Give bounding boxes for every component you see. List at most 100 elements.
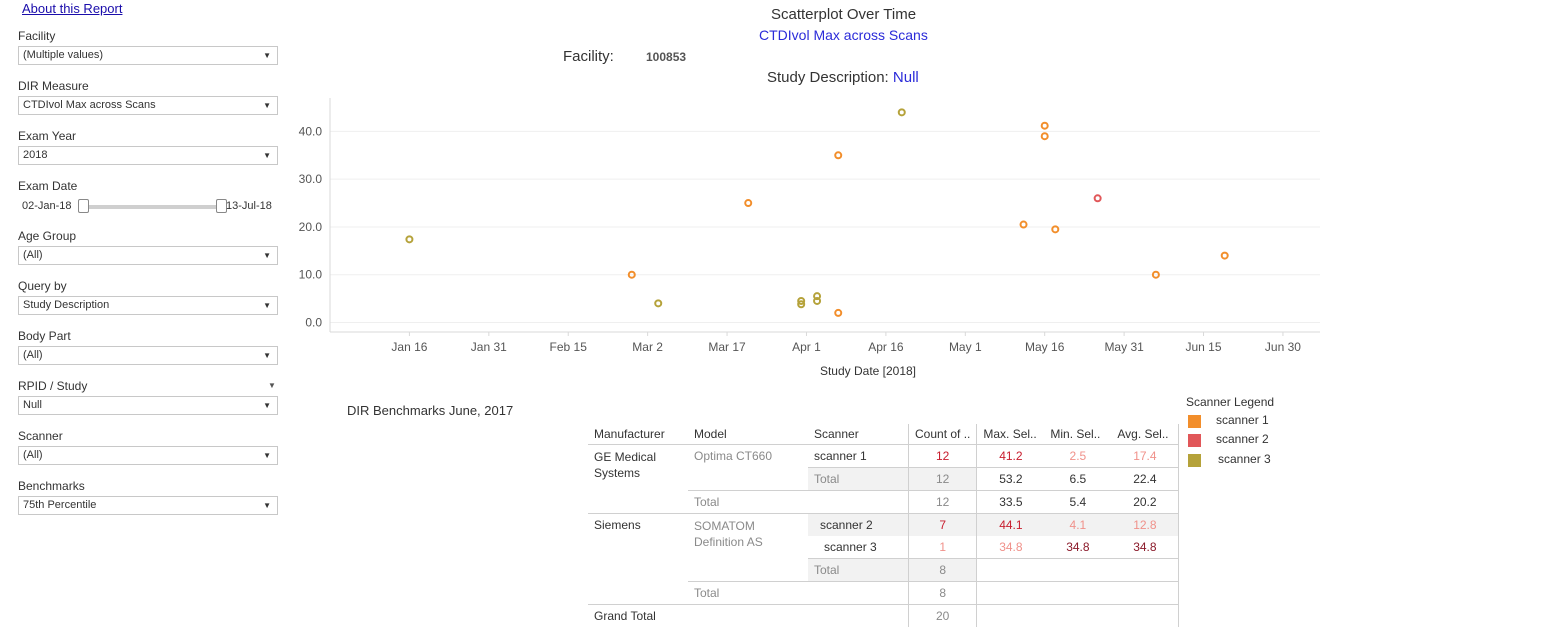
facility-dropdown[interactable]: (Multiple values) ▼ xyxy=(18,46,278,65)
benchmarks-dropdown[interactable]: 75th Percentile ▼ xyxy=(18,496,278,515)
table-row: GE Medical Systems Optima CT660 scanner … xyxy=(588,444,1180,480)
data-point-scanner-1[interactable] xyxy=(1040,121,1049,130)
scatter-chart[interactable]: 0.0 10.0 20.0 30.0 40.0 Jan 16 Jan 31 Feb 15 Ma… xyxy=(280,90,1340,385)
col-model[interactable]: Model xyxy=(688,424,808,445)
col-scanner[interactable]: Scanner xyxy=(808,424,909,445)
grand-total-row: Grand Total 20 xyxy=(588,604,1180,627)
dir-measure-dropdown[interactable]: CTDIvol Max across Scans ▼ xyxy=(18,96,278,115)
empty-cell xyxy=(1111,558,1180,582)
min-cell: 5.4 xyxy=(1044,490,1112,514)
slider-track[interactable] xyxy=(82,205,222,209)
body-part-dropdown[interactable]: (All) ▼ xyxy=(18,346,278,365)
exam-year-value: 2018 xyxy=(23,149,48,161)
legend-title: Scanner Legend xyxy=(1186,395,1275,409)
col-count[interactable]: Count of .. xyxy=(907,424,978,445)
avg-cell: 22.4 xyxy=(1111,467,1180,491)
max-cell: 44.1 xyxy=(976,513,1045,536)
exam-date-label: Exam Date xyxy=(18,179,78,193)
empty-cell xyxy=(1044,604,1112,627)
data-point-scanner-3[interactable] xyxy=(405,235,414,244)
slider-start-handle[interactable] xyxy=(78,199,89,213)
model-cell: SOMATOM Definition AS xyxy=(688,513,808,582)
age-group-label: Age Group xyxy=(18,229,77,243)
y-tick-label: 0.0 xyxy=(305,315,322,329)
count-cell: 12 xyxy=(907,444,978,468)
data-point-scanner-1[interactable] xyxy=(834,151,843,160)
data-point-scanner-3[interactable] xyxy=(654,299,663,308)
data-point-scanner-1[interactable] xyxy=(1019,220,1028,229)
avg-cell: 12.8 xyxy=(1111,513,1180,536)
benchmarks-label: Benchmarks xyxy=(18,479,85,493)
x-tick-label: Jun 15 xyxy=(1186,340,1222,354)
y-tick-label: 10.0 xyxy=(299,268,323,282)
benchmarks-value: 75th Percentile xyxy=(23,499,97,511)
grand-total-label: Grand Total xyxy=(588,604,909,627)
x-tick-label: May 16 xyxy=(1025,340,1065,354)
data-point-scanner-1[interactable] xyxy=(834,308,843,317)
table-row: Total 12 53.2 6.5 22.4 xyxy=(588,467,1180,491)
data-point-scanner-3[interactable] xyxy=(797,300,806,309)
x-tick-label: Jan 31 xyxy=(471,340,507,354)
max-cell: 41.2 xyxy=(999,449,1023,463)
avg-cell: 20.2 xyxy=(1111,490,1180,514)
data-point-scanner-1[interactable] xyxy=(627,270,636,279)
data-point-scanner-3[interactable] xyxy=(797,296,806,305)
table-row: Total 12 33.5 5.4 20.2 xyxy=(588,490,1180,514)
col-max[interactable]: Max. Sel.. xyxy=(976,424,1045,445)
exam-date-slider[interactable]: 02-Jan-18 13-Jul-18 xyxy=(18,199,280,215)
max-cell: 53.2 xyxy=(976,467,1045,491)
data-point-scanner-1[interactable] xyxy=(744,199,753,208)
measure-title: CTDIvol Max across Scans xyxy=(759,27,928,43)
empty-cell xyxy=(976,581,1045,605)
facility-value: (Multiple values) xyxy=(23,49,104,61)
col-manufacturer[interactable]: Manufacturer xyxy=(588,424,688,445)
exam-date-end: 13-Jul-18 xyxy=(226,200,272,212)
age-group-dropdown[interactable]: (All) ▼ xyxy=(18,246,278,265)
y-tick-label: 20.0 xyxy=(299,220,323,234)
empty-cell xyxy=(976,604,1045,627)
benchmark-table: Manufacturer Model Scanner Count of .. M… xyxy=(588,424,1180,627)
empty-cell xyxy=(1111,604,1180,627)
chevron-down-icon: ▼ xyxy=(263,351,271,360)
scanner-label: Scanner xyxy=(18,429,63,443)
col-min[interactable]: Min. Sel.. xyxy=(1044,424,1112,445)
body-part-value: (All) xyxy=(23,349,43,361)
x-tick-label: May 31 xyxy=(1104,340,1144,354)
avg-cell: 34.8 xyxy=(1111,536,1180,559)
scanner-dropdown[interactable]: (All) ▼ xyxy=(18,446,278,465)
data-point-scanner-1[interactable] xyxy=(1220,251,1229,260)
data-point-scanner-1[interactable] xyxy=(1151,270,1160,279)
scanner-value: (All) xyxy=(23,449,43,461)
min-cell: 34.8 xyxy=(1066,540,1090,554)
scanner-cell: scanner 3 xyxy=(824,540,877,554)
scanner-cell: scanner 1 xyxy=(814,449,867,463)
rpid-study-dropdown[interactable]: Null ▼ xyxy=(18,396,278,415)
data-point-scanner-2[interactable] xyxy=(1093,194,1102,203)
data-point-scanner-1[interactable] xyxy=(1040,132,1049,141)
legend-label: scanner 2 xyxy=(1216,432,1269,446)
max-cell: 33.5 xyxy=(976,490,1045,514)
data-point-scanner-3[interactable] xyxy=(813,296,822,305)
exam-year-dropdown[interactable]: 2018 ▼ xyxy=(18,146,278,165)
filter-menu-icon[interactable]: ▼ xyxy=(268,381,276,390)
table-row: Total 8 xyxy=(588,581,1180,605)
data-point-scanner-1[interactable] xyxy=(1051,225,1060,234)
x-tick-label: Apr 16 xyxy=(868,340,904,354)
total-label-cell: Total xyxy=(808,467,909,491)
scanner-cell: scanner 2 xyxy=(808,513,909,536)
chevron-down-icon: ▼ xyxy=(263,151,271,160)
empty-cell xyxy=(1111,581,1180,605)
table-header-row: Manufacturer Model Scanner Count of .. M… xyxy=(588,424,1180,445)
query-by-dropdown[interactable]: Study Description ▼ xyxy=(18,296,278,315)
facility-caption: Facility: xyxy=(563,48,614,65)
legend-swatch xyxy=(1188,454,1201,467)
avg-cell: 17.4 xyxy=(1111,444,1180,468)
about-report-link[interactable]: About this Report xyxy=(22,1,123,16)
x-axis-label: Study Date [2018] xyxy=(820,364,916,378)
data-point-scanner-3[interactable] xyxy=(813,292,822,301)
x-tick-label: May 1 xyxy=(949,340,982,354)
count-cell: 12 xyxy=(907,467,978,491)
slider-end-handle[interactable] xyxy=(216,199,227,213)
col-avg[interactable]: Avg. Sel.. xyxy=(1111,424,1180,445)
data-point-scanner-3[interactable] xyxy=(897,108,906,117)
